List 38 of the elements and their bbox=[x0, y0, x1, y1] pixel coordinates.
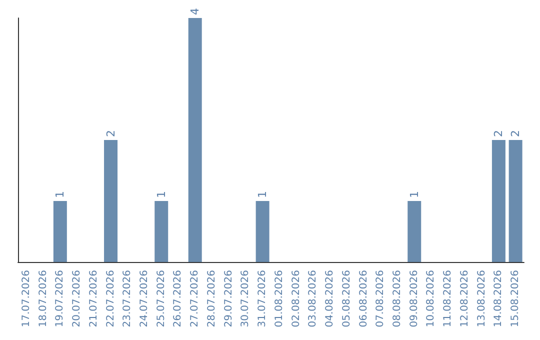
x-tick-label: 22.07.2026 bbox=[105, 270, 116, 328]
x-tick-label: 25.07.2026 bbox=[156, 270, 167, 328]
x-tick-label: 05.08.2026 bbox=[341, 270, 352, 328]
x-tick-label: 26.07.2026 bbox=[172, 270, 184, 328]
x-tick-label: 18.07.2026 bbox=[38, 270, 49, 328]
x-tick-label: 10.08.2026 bbox=[426, 270, 437, 328]
x-tick-label: 07.08.2026 bbox=[375, 270, 386, 328]
data-label: 2 bbox=[492, 130, 506, 137]
x-tick-label: 21.07.2026 bbox=[88, 270, 100, 328]
x-tick-label: 09.08.2026 bbox=[408, 270, 420, 328]
x-tick-label: 14.08.2026 bbox=[493, 270, 504, 328]
x-tick-label: 02.08.2026 bbox=[290, 270, 302, 328]
x-tick-label: 13.08.2026 bbox=[476, 270, 488, 328]
x-tick-label: 23.07.2026 bbox=[122, 270, 134, 328]
data-label: 1 bbox=[54, 191, 67, 198]
x-tick-label: 01.08.2026 bbox=[274, 270, 285, 328]
x-tick-label: 03.08.2026 bbox=[308, 270, 319, 328]
x-tick-label: 20.07.2026 bbox=[72, 270, 83, 328]
x-tick-label: 30.07.2026 bbox=[240, 270, 252, 328]
x-tick-label: 08.08.2026 bbox=[392, 270, 403, 328]
x-tick-label: 15.08.2026 bbox=[510, 270, 522, 328]
x-tick-label: 19.07.2026 bbox=[54, 270, 66, 328]
data-label: 1 bbox=[256, 191, 270, 198]
x-tick-label: 04.08.2026 bbox=[324, 270, 336, 328]
x-tick-label: 11.08.2026 bbox=[442, 270, 454, 328]
x-tick-label: 31.07.2026 bbox=[257, 270, 268, 328]
x-tick-label: 12.08.2026 bbox=[459, 270, 470, 328]
data-label: 1 bbox=[154, 191, 168, 198]
data-label: 2 bbox=[104, 130, 118, 137]
x-tick-label: 28.07.2026 bbox=[206, 270, 218, 328]
x-tick-label: 29.07.2026 bbox=[223, 270, 234, 328]
x-tick-label: 17.07.2026 bbox=[20, 270, 32, 328]
x-tick-label: 24.07.2026 bbox=[139, 270, 150, 328]
x-tick-label: 27.07.2026 bbox=[190, 270, 201, 328]
data-label: 2 bbox=[509, 130, 522, 137]
data-label: 4 bbox=[188, 8, 202, 15]
data-label: 1 bbox=[408, 191, 421, 198]
x-tick-label: 06.08.2026 bbox=[358, 270, 370, 328]
